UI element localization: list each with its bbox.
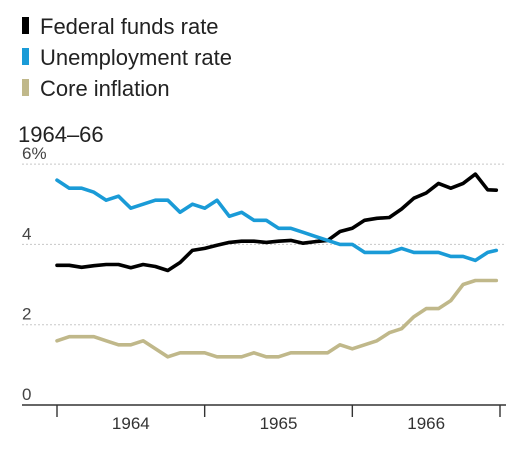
legend-swatch-federal-funds-rate (22, 17, 29, 34)
y-tick-label-2: 2 (22, 305, 31, 324)
legend-label-unemployment-rate: Unemployment rate (40, 45, 232, 70)
y-tick-label-4: 4 (22, 224, 31, 243)
y-axis-labels: 0 2 4 6% (22, 144, 47, 404)
legend-label-core-inflation: Core inflation (40, 76, 170, 101)
x-tick-label-1965: 1965 (260, 414, 298, 433)
series-line-core-inflation (55, 278, 499, 359)
grid (22, 163, 506, 406)
series-line-unemployment-rate (55, 178, 499, 263)
legend-swatch-core-inflation (22, 79, 29, 96)
y-tick-label-6: 6% (22, 144, 47, 163)
x-tick-label-1964: 1964 (112, 414, 150, 433)
legend-label-federal-funds-rate: Federal funds rate (40, 14, 219, 39)
x-axis: 1964 1965 1966 (56, 405, 501, 433)
legend-swatch-unemployment-rate (22, 48, 29, 65)
legend: Federal funds rate Unemployment rate Core … (22, 14, 232, 101)
series-lines (55, 172, 499, 359)
y-tick-label-0: 0 (22, 385, 31, 404)
chart-subtitle: 1964–66 (18, 122, 104, 147)
x-tick-label-1966: 1966 (407, 414, 445, 433)
series-line-federal-funds-rate (55, 172, 499, 273)
